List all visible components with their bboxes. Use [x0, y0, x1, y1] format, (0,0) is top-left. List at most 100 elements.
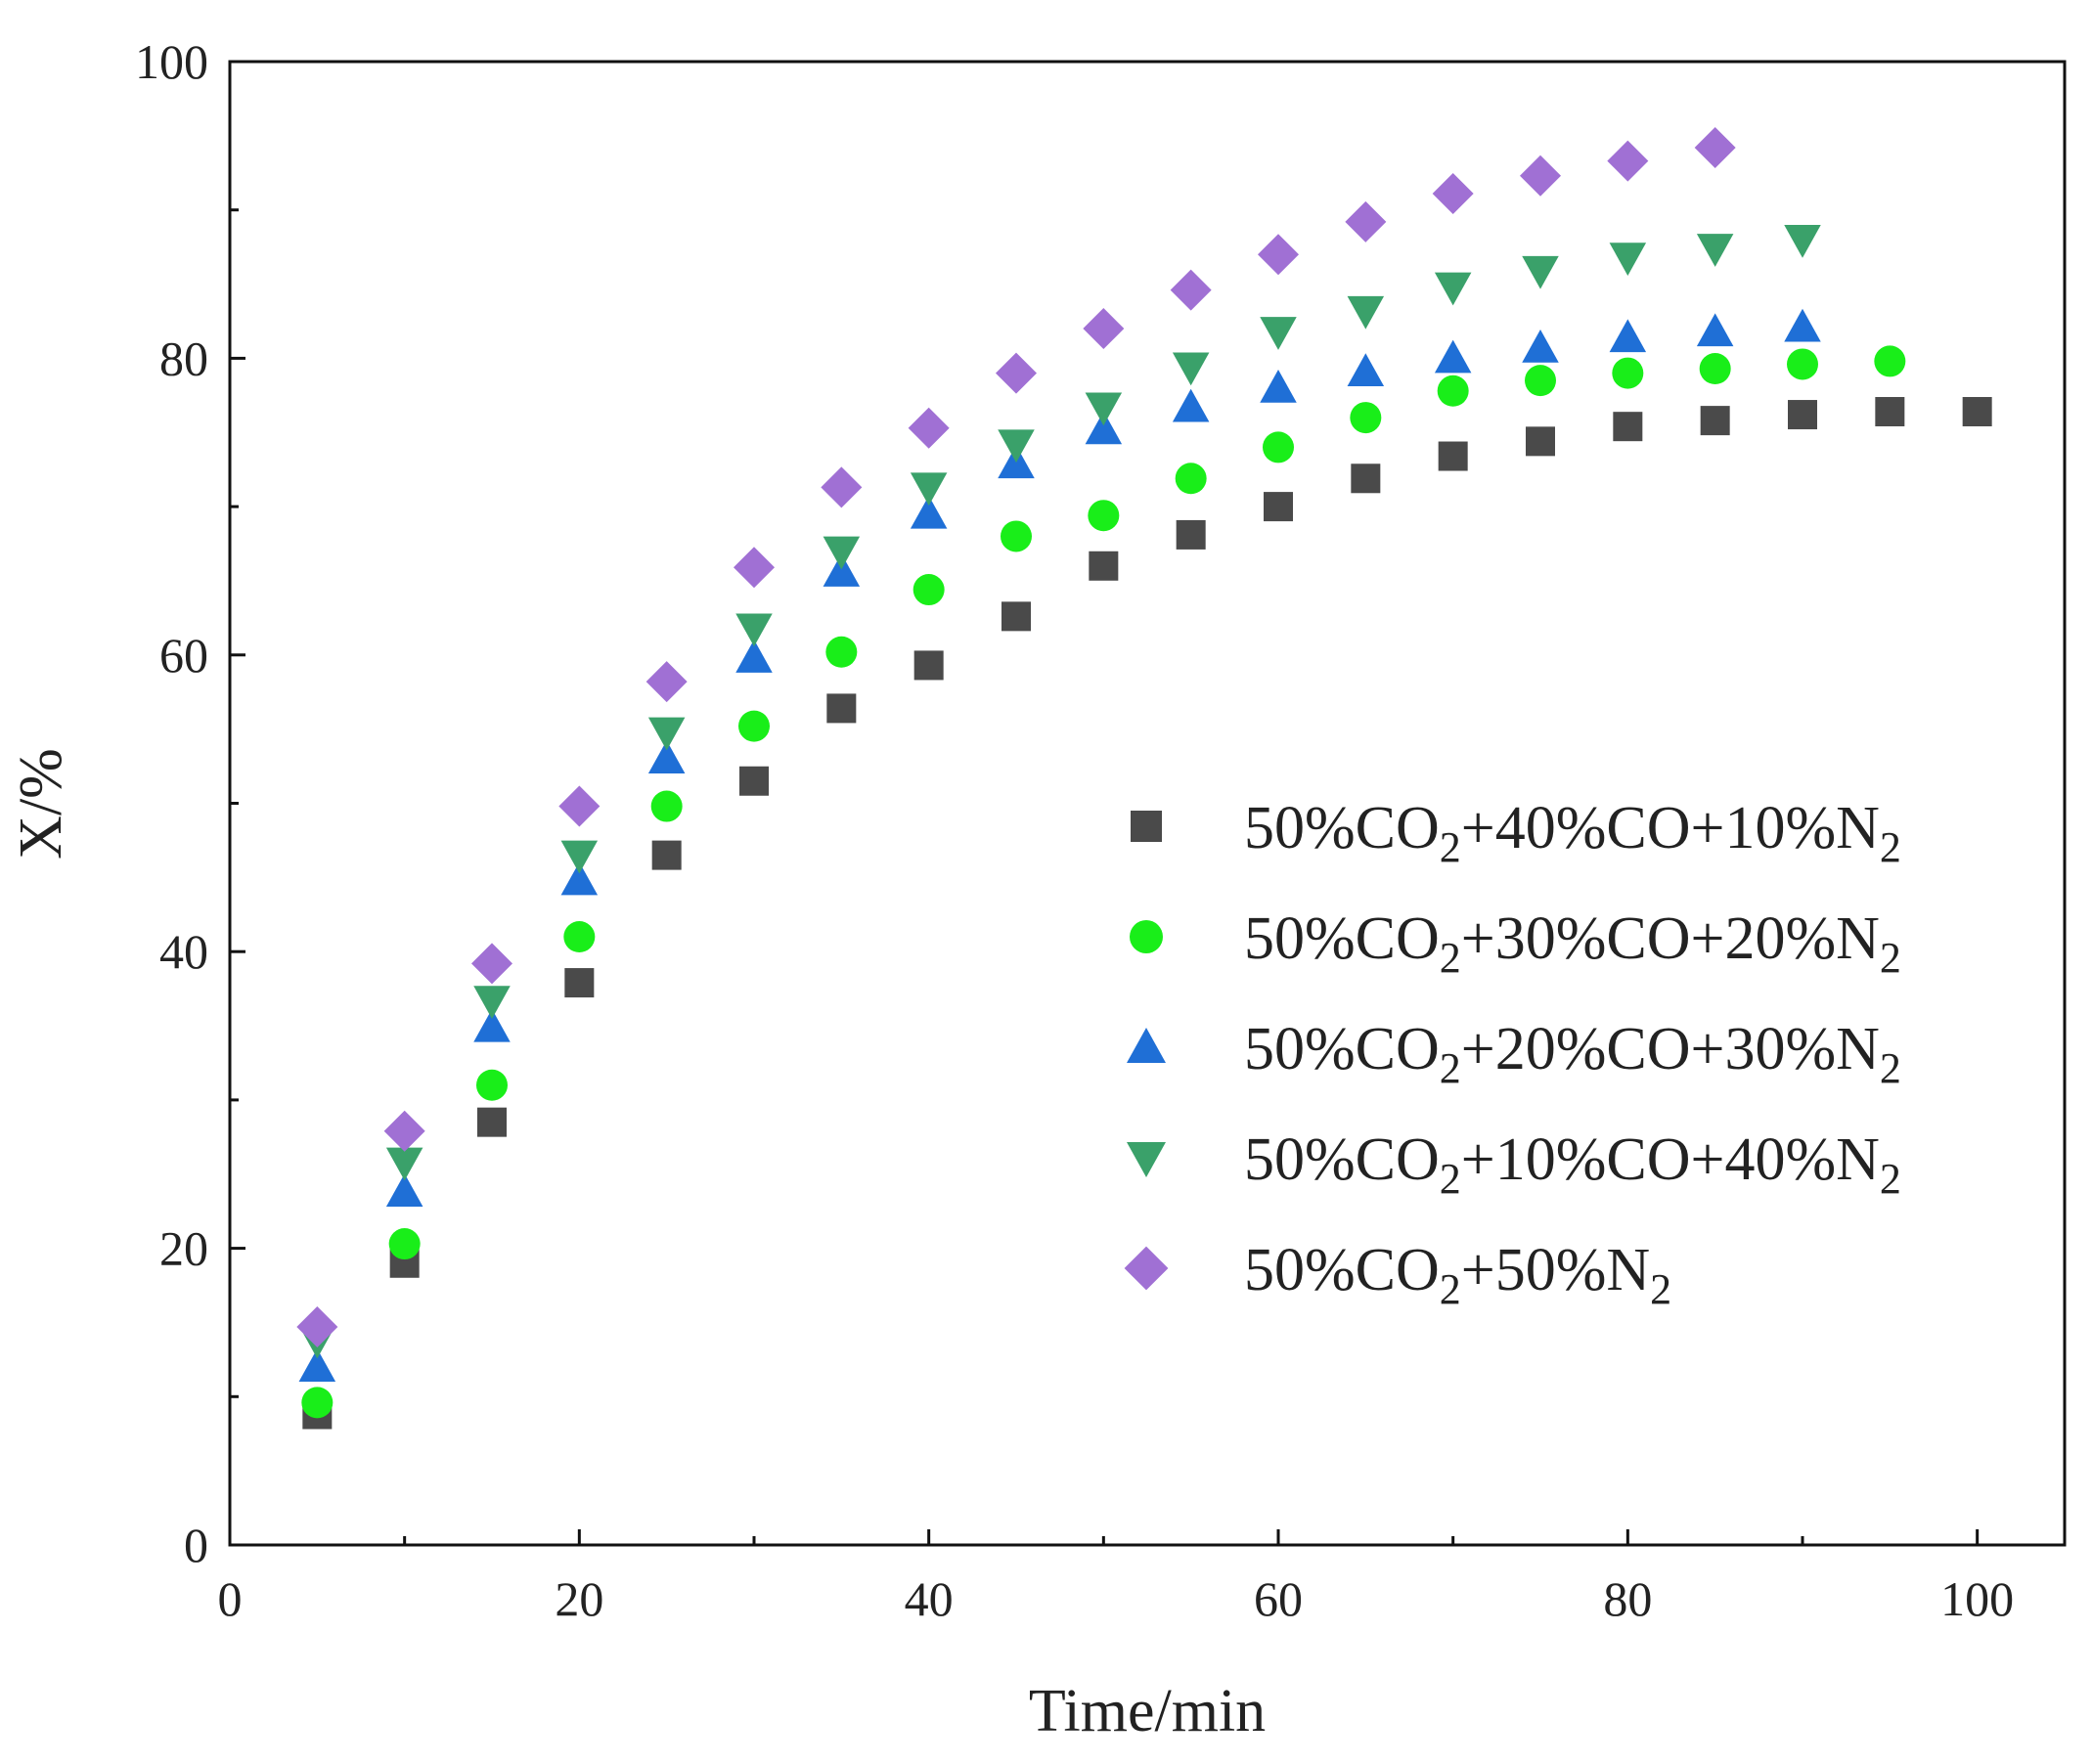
data-point-series-1	[651, 840, 682, 870]
data-point-series-5	[296, 1306, 338, 1348]
data-point-series-5	[1432, 173, 1474, 215]
data-point-series-2	[738, 710, 770, 742]
data-point-series-1	[1788, 400, 1817, 430]
legend-label-series-5: 50%CO2+50%N2	[1244, 1237, 1671, 1313]
y-axis-label: X/%	[8, 748, 74, 860]
data-point-series-2	[1699, 353, 1731, 385]
data-point-series-4	[1696, 234, 1734, 267]
legend-marker-series-1	[1131, 811, 1162, 842]
data-point-series-4	[1434, 272, 1472, 306]
data-point-series-4	[647, 717, 686, 751]
legend-label-series-4: 50%CO2+10%CO+40%N2	[1244, 1126, 1901, 1203]
data-point-series-4	[998, 429, 1035, 463]
data-point-series-2	[301, 1387, 334, 1419]
data-point-series-2	[1437, 375, 1469, 407]
data-point-series-4	[1085, 392, 1123, 426]
data-point-series-3	[823, 553, 861, 587]
data-point-series-4	[910, 472, 948, 507]
y-tick-label: 60	[159, 628, 208, 683]
data-point-series-5	[1520, 154, 1561, 197]
data-point-series-5	[1170, 269, 1212, 311]
data-point-series-4	[473, 986, 511, 1020]
y-tick-label: 40	[159, 924, 208, 979]
data-point-series-4	[1347, 295, 1385, 330]
legend-label-series-2: 50%CO2+30%CO+20%N2	[1244, 905, 1901, 982]
data-point-series-2	[388, 1228, 421, 1260]
data-point-series-2	[1001, 520, 1032, 552]
data-point-series-5	[996, 352, 1037, 394]
data-point-series-1	[1526, 426, 1555, 457]
data-point-series-4	[560, 840, 599, 874]
y-tick-label: 100	[135, 34, 208, 89]
data-point-series-4	[735, 613, 773, 647]
data-point-series-2	[912, 574, 945, 606]
data-point-series-4	[1522, 255, 1559, 289]
data-point-series-1	[1176, 519, 1206, 550]
data-point-series-5	[734, 547, 775, 589]
data-point-series-1	[739, 766, 769, 796]
legend-marker-series-4	[1127, 1142, 1166, 1177]
data-point-series-2	[1350, 402, 1382, 434]
data-point-series-4	[1172, 352, 1210, 386]
data-point-series-1	[477, 1107, 507, 1137]
data-point-series-5	[645, 661, 688, 703]
data-point-series-1	[913, 650, 944, 681]
data-point-series-5	[1694, 126, 1736, 168]
data-point-series-2	[1525, 365, 1556, 397]
data-point-series-2	[1175, 463, 1207, 495]
x-tick-label: 60	[1254, 1571, 1303, 1626]
y-tick-label: 80	[159, 331, 208, 385]
data-point-series-1	[826, 693, 857, 724]
data-point-series-3	[735, 639, 773, 673]
data-point-series-3	[1085, 411, 1123, 445]
data-point-series-2	[476, 1069, 508, 1101]
data-point-series-2	[1088, 500, 1120, 532]
data-point-series-1	[1700, 406, 1730, 436]
x-tick-label: 0	[218, 1571, 243, 1626]
data-point-series-1	[1351, 463, 1381, 494]
data-point-series-5	[471, 943, 512, 985]
data-point-series-1	[1613, 412, 1643, 442]
data-point-series-1	[1962, 397, 1992, 427]
y-tick-label: 20	[159, 1221, 208, 1276]
data-point-series-3	[1172, 388, 1210, 422]
legend-label-series-1: 50%CO2+40%CO+10%N2	[1244, 795, 1901, 871]
data-point-series-2	[563, 921, 596, 953]
data-point-series-5	[383, 1110, 425, 1152]
data-point-series-3	[473, 1008, 511, 1042]
data-point-series-5	[1607, 140, 1649, 182]
data-point-series-4	[385, 1147, 423, 1181]
data-point-series-1	[1089, 551, 1119, 581]
x-tick-label: 80	[1603, 1571, 1652, 1626]
data-point-series-3	[910, 495, 948, 529]
data-point-series-2	[1612, 357, 1644, 389]
data-point-series-5	[1083, 308, 1125, 350]
data-point-series-3	[298, 1348, 336, 1382]
data-point-series-5	[821, 466, 863, 508]
data-point-series-2	[650, 790, 683, 822]
data-point-series-3	[1260, 369, 1297, 403]
data-point-series-2	[1874, 345, 1906, 377]
data-point-series-4	[1784, 225, 1821, 258]
legend: 50%CO2+40%CO+10%N2 50%CO2+30%CO+20%N2 50%C…	[1124, 795, 1901, 1313]
data-point-series-5	[1345, 200, 1387, 243]
data-point-series-4	[823, 536, 861, 570]
data-point-series-3	[1784, 308, 1821, 342]
data-point-series-1	[564, 968, 595, 998]
legend-label-series-3: 50%CO2+20%CO+30%N2	[1244, 1016, 1901, 1092]
data-markers	[296, 126, 1992, 1430]
data-point-series-2	[1263, 431, 1294, 463]
data-point-series-3	[1434, 339, 1472, 374]
axis-tick-labels: 0 20 40 60 80 100 0 20 40 60 80 100	[135, 34, 2014, 1626]
data-point-series-3	[1522, 330, 1559, 363]
x-axis-label: Time/min	[1029, 1678, 1266, 1744]
x-tick-label: 20	[555, 1571, 603, 1626]
axis-ticks	[228, 60, 1980, 1547]
data-point-series-3	[1609, 319, 1647, 353]
data-point-series-3	[385, 1173, 423, 1207]
data-point-series-1	[1264, 492, 1293, 522]
x-tick-label: 100	[1940, 1571, 2014, 1626]
data-point-series-2	[1787, 348, 1818, 380]
data-point-series-3	[1696, 313, 1734, 347]
data-point-series-1	[1438, 441, 1468, 471]
